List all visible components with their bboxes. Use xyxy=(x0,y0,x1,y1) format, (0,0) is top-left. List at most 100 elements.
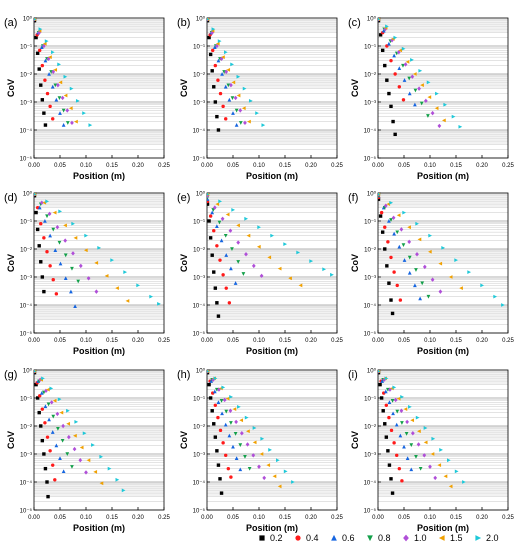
data-point-1.5 xyxy=(58,80,63,85)
data-point-2.0 xyxy=(291,480,295,484)
data-point-2.0 xyxy=(66,408,70,413)
data-point-0.6 xyxy=(43,218,47,223)
data-point-2.0 xyxy=(217,39,222,43)
legend-marker xyxy=(403,534,409,542)
x-tick-label: 0.25 xyxy=(158,163,170,169)
y-tick-label: 10⁰ xyxy=(23,191,33,198)
data-point-1.5 xyxy=(288,276,292,281)
x-tick-label: 0.05 xyxy=(227,163,239,169)
axes-frame xyxy=(33,17,165,159)
data-point-0.8 xyxy=(65,121,70,125)
x-tick-label: 0.00 xyxy=(28,338,40,344)
data-point-2.0 xyxy=(38,27,43,32)
panel-h: 0.00 0.05 0.10 0.15 0.20 0.25 10⁰ 10⁻¹ 10⁻² 10⁻³ 1… xyxy=(177,368,343,534)
data-point-0.4 xyxy=(224,117,228,121)
data-point-0.2 xyxy=(37,244,41,248)
data-point-0.2 xyxy=(40,438,45,443)
data-point-0.6 xyxy=(409,467,414,472)
data-point-0.2 xyxy=(43,466,48,471)
data-point-0.2 xyxy=(379,396,384,400)
grid-band xyxy=(34,18,164,32)
data-point-0.2 xyxy=(39,424,43,428)
data-point-1.0 xyxy=(47,211,52,217)
data-point-0.6 xyxy=(39,391,44,395)
x-tick-label: 0.05 xyxy=(227,515,239,521)
data-points xyxy=(378,18,463,137)
data-point-0.6 xyxy=(238,467,243,472)
y-tick-label: 10⁻² xyxy=(364,425,376,431)
y-tick-label: 10⁻⁵ xyxy=(364,156,377,163)
data-point-0.6 xyxy=(398,433,403,438)
x-tick-label: 0.25 xyxy=(331,163,343,169)
data-point-0.4 xyxy=(401,98,406,102)
data-point-0.6 xyxy=(212,389,217,394)
data-point-1.0 xyxy=(229,82,233,88)
data-point-2.0 xyxy=(283,469,288,474)
data-point-1.0 xyxy=(60,95,65,101)
data-point-0.2 xyxy=(383,63,387,68)
data-point-2.0 xyxy=(467,270,472,274)
data-points xyxy=(34,370,126,499)
y-tick-label: 10⁻⁴ xyxy=(364,303,377,310)
data-point-0.8 xyxy=(76,279,81,284)
y-tick-label: 10⁻¹ xyxy=(364,220,376,226)
data-point-0.2 xyxy=(386,449,390,453)
data-point-2.0 xyxy=(447,458,451,463)
data-point-0.2 xyxy=(210,69,214,73)
data-point-0.8 xyxy=(409,443,414,448)
grid-band xyxy=(207,305,337,319)
data-point-1.0 xyxy=(423,98,428,104)
x-tick-label: 0.20 xyxy=(476,163,488,169)
data-point-2.0 xyxy=(248,98,253,103)
data-point-0.2 xyxy=(383,422,387,426)
legend-marker xyxy=(475,535,482,541)
x-tick-label: 0.05 xyxy=(227,338,239,344)
data-point-0.8 xyxy=(63,253,68,258)
data-point-1.0 xyxy=(61,423,65,429)
grid-band xyxy=(34,426,164,440)
data-point-2.0 xyxy=(34,193,37,196)
data-point-1.5 xyxy=(86,458,91,463)
x-tick-label: 0.05 xyxy=(54,338,66,344)
data-point-0.4 xyxy=(53,478,57,482)
x-tick-label: 0.00 xyxy=(28,515,40,521)
data-point-1.5 xyxy=(256,244,261,249)
data-point-0.8 xyxy=(401,63,405,68)
data-point-0.4 xyxy=(211,48,215,53)
data-point-1.5 xyxy=(298,283,303,288)
data-point-0.2 xyxy=(389,104,393,109)
x-tick-label: 0.20 xyxy=(132,338,144,344)
data-points xyxy=(34,193,161,308)
y-tick-label: 10⁻³ xyxy=(20,276,32,282)
data-point-0.2 xyxy=(380,230,385,234)
data-point-0.6 xyxy=(227,433,232,438)
data-point-0.4 xyxy=(38,394,42,398)
y-tick-label: 10⁻⁵ xyxy=(364,331,377,338)
data-point-0.8 xyxy=(45,214,49,219)
data-point-1.0 xyxy=(403,62,408,67)
x-tick-label: 0.00 xyxy=(201,338,213,344)
panel-f: 0.00 0.05 0.10 0.15 0.20 0.25 10⁰ 10⁻¹ 10⁻² 10⁻³ 1… xyxy=(348,191,514,357)
panel-a: 0.00 0.05 0.10 0.15 0.20 0.25 10⁰ 10⁻¹ 10⁻² 10⁻³ 1… xyxy=(4,16,170,182)
data-point-0.6 xyxy=(402,444,406,449)
data-point-0.8 xyxy=(53,83,58,88)
data-point-0.8 xyxy=(238,443,243,448)
x-axis-label: Position (m) xyxy=(417,523,469,533)
data-point-2.0 xyxy=(71,221,76,226)
grid-band xyxy=(378,74,508,88)
data-point-1.5 xyxy=(423,440,428,445)
y-tick-label: 10⁰ xyxy=(23,16,33,23)
grid-band xyxy=(378,426,508,440)
grid-band xyxy=(378,482,508,496)
data-point-0.8 xyxy=(233,432,238,436)
data-point-1.0 xyxy=(407,239,412,245)
legend-marker xyxy=(259,535,265,541)
legend-label: 0.4 xyxy=(306,533,319,543)
legend-label: 0.8 xyxy=(378,533,391,543)
data-point-0.6 xyxy=(380,379,385,383)
data-point-1.0 xyxy=(433,475,438,481)
y-tick-label: 10⁻⁵ xyxy=(20,331,33,338)
data-point-2.0 xyxy=(384,376,389,381)
grid-band xyxy=(34,193,164,207)
data-point-0.2 xyxy=(207,202,210,206)
